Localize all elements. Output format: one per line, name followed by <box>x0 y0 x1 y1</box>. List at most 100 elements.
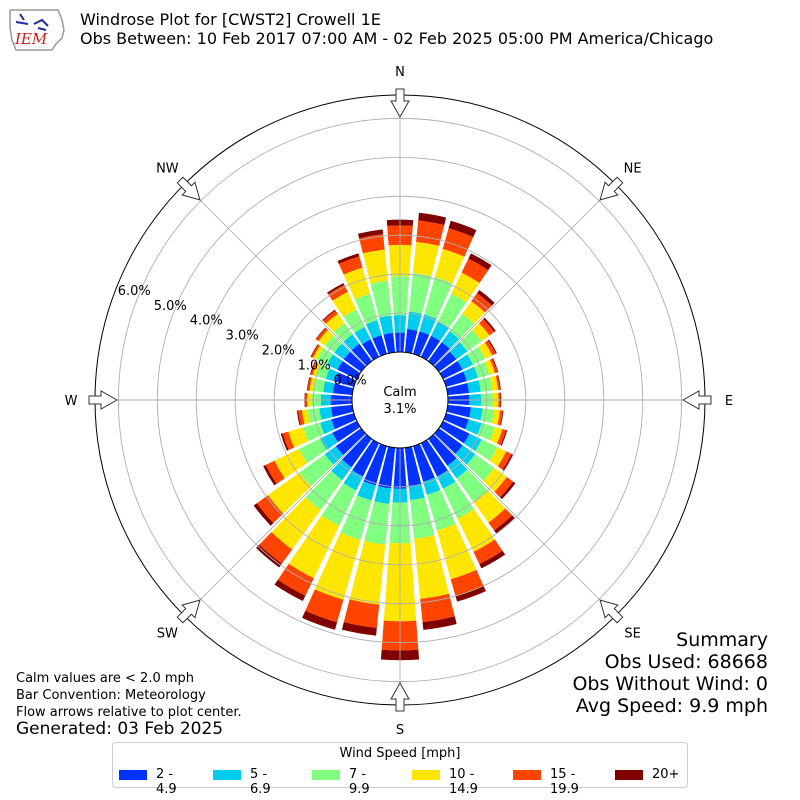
windrose-bar-segment <box>475 439 498 461</box>
windrose-bar-segment <box>479 550 506 569</box>
windrose-bar-segment <box>449 342 468 360</box>
windrose-bar-segment <box>337 360 361 380</box>
windrose-bar-segment <box>447 458 468 479</box>
windrose-bar-segment <box>488 339 497 354</box>
windrose-bar-segment <box>357 229 384 239</box>
windrose-bar-segment <box>305 470 343 510</box>
windrose-bar-segment <box>324 446 344 465</box>
windrose-bar-segment <box>365 320 382 339</box>
windrose-bar-segment <box>477 423 495 441</box>
windrose-bar-segment <box>374 486 392 504</box>
windrose-bar-segment <box>280 433 289 451</box>
legend-swatch <box>615 770 643 780</box>
windrose-bar-segment <box>274 448 308 479</box>
flow-arrow-shape <box>88 390 119 410</box>
flow-arrow-shape <box>176 176 201 201</box>
windrose-bar-segment <box>442 228 474 257</box>
grid-spoke <box>433 184 616 367</box>
windrose-bar-segment <box>378 446 396 489</box>
windrose-bar-segment <box>413 443 435 482</box>
summary-heading: Summary <box>676 629 768 651</box>
flow-arrow-icon <box>599 176 624 201</box>
windrose-bar-segment <box>274 579 306 601</box>
windrose-bar-segment <box>325 368 339 382</box>
windrose-bar-segment <box>423 477 441 495</box>
windrose-bar-segment <box>463 433 482 452</box>
windrose-bar-segment <box>484 340 496 356</box>
windrose-bar-segment <box>442 481 475 519</box>
windrose-bar-segment <box>333 323 353 342</box>
windrose-bar-segment <box>379 315 394 335</box>
windrose-bar-segment <box>446 382 470 396</box>
flow-arrow-shape <box>681 390 712 410</box>
windrose-bar-segment <box>256 495 284 524</box>
windrose-bar-segment <box>334 343 351 360</box>
windrose-bar-segment <box>305 589 344 623</box>
windrose-bar-segment <box>428 434 457 466</box>
windrose-bar-segment <box>479 319 495 336</box>
summary-obs-used: Obs Used: 68668 <box>604 651 768 673</box>
windrose-bar-segment <box>265 460 285 484</box>
direction-label: S <box>396 723 404 738</box>
windrose-bar-segment <box>416 220 445 246</box>
windrose-bar-segment <box>500 481 516 500</box>
windrose-bar-segment <box>362 339 380 361</box>
windrose-bar-segment <box>480 408 495 424</box>
windrose-bar-segment <box>318 329 334 346</box>
windrose-bar-segment <box>418 212 447 226</box>
windrose-bar-segment <box>497 451 512 470</box>
windrose-bar-segment <box>434 351 457 372</box>
windrose-bar-segment <box>354 326 371 345</box>
iem-logo: IEM <box>9 9 65 51</box>
calm-circle: Calm 3.1% <box>351 351 449 449</box>
windrose-bar-segment <box>337 253 360 264</box>
windrose-bar-segment <box>335 372 357 387</box>
windrose-bar-segment <box>489 426 503 444</box>
flow-arrow-icon <box>390 88 410 119</box>
legend-label: 10 - 14.9 <box>449 767 478 797</box>
windrose-bar-segment <box>288 427 309 448</box>
flow-arrow-icon <box>88 390 119 410</box>
windrose-bar-segment <box>462 301 486 324</box>
windrose-bar-segment <box>408 272 432 314</box>
windrose-bar-segment <box>315 327 326 340</box>
windrose-bar-segment <box>341 622 377 636</box>
bar-convention-note: Bar Convention: Meteorology <box>16 688 206 703</box>
windrose-bar-segment <box>316 327 328 342</box>
windrose-bar-segment <box>489 358 498 374</box>
windrose-bar-segment <box>424 277 453 319</box>
windrose-bar-segment <box>422 616 457 630</box>
logo-text: IEM <box>14 30 48 48</box>
windrose-bar-segment <box>426 489 456 531</box>
windrose-bar-segment <box>434 248 465 284</box>
windrose-bar-segment <box>450 569 484 597</box>
windrose-bar-segment <box>428 342 450 366</box>
windrose-bar-segment <box>332 383 354 396</box>
windrose-bar-segment <box>502 453 514 471</box>
windrose-bar-segment <box>449 313 475 340</box>
windrose-bar-segment <box>494 477 514 498</box>
windrose-bar-segment <box>299 454 334 487</box>
windrose-bar-segment <box>420 439 448 477</box>
windrose-bar-segment <box>488 508 513 531</box>
windrose-bar-segment <box>467 346 486 365</box>
windrose-bar-segment <box>383 332 396 354</box>
legend-swatch <box>312 770 340 780</box>
windrose-bar-segment <box>364 501 390 545</box>
windrose-bar-segment <box>298 438 327 464</box>
windrose-bar-segment <box>494 515 515 534</box>
windrose-bar-segment <box>469 407 483 421</box>
windrose-bar-segment <box>443 413 469 430</box>
windrose-bar-segment <box>301 409 311 425</box>
windrose-bar-segment <box>495 375 501 391</box>
windrose-bar-segment <box>309 361 316 375</box>
windrose-bar-segment <box>319 407 333 420</box>
radial-tick-label: 0.0% <box>334 373 367 388</box>
windrose-bar-segment <box>338 256 363 275</box>
windrose-bar-segment <box>335 428 366 456</box>
windrose-bar-segment <box>311 344 321 358</box>
windrose-bar-segment <box>323 381 335 394</box>
windrose-bar-segment <box>500 410 504 426</box>
legend-title: Wind Speed [mph] <box>339 746 461 761</box>
windrose-bar-segment <box>457 354 474 370</box>
